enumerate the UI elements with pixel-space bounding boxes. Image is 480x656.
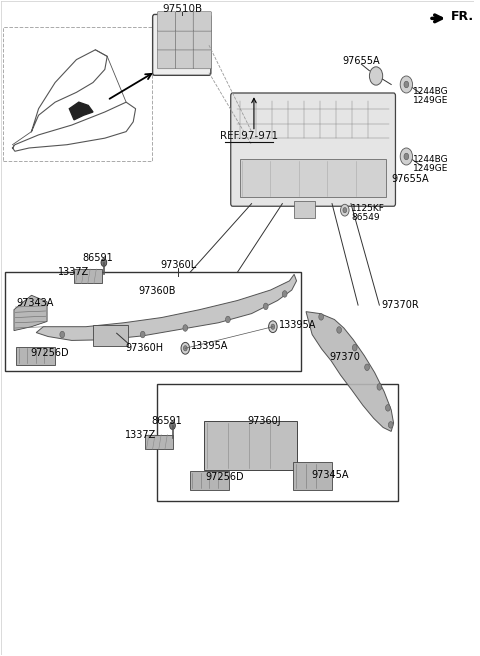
Bar: [74, 269, 102, 283]
Text: REF.97-971: REF.97-971: [220, 131, 278, 141]
Text: 1249GE: 1249GE: [413, 96, 448, 105]
Text: 97256D: 97256D: [30, 348, 69, 358]
FancyBboxPatch shape: [175, 12, 193, 31]
Text: 86591: 86591: [151, 416, 182, 426]
Bar: [145, 435, 172, 449]
Circle shape: [98, 333, 102, 340]
Circle shape: [140, 331, 145, 338]
Text: 1249GE: 1249GE: [413, 164, 448, 173]
Bar: [240, 159, 386, 197]
Bar: [93, 325, 129, 346]
FancyBboxPatch shape: [175, 49, 193, 69]
Text: 97655A: 97655A: [343, 56, 380, 66]
Text: 97345A: 97345A: [311, 470, 348, 480]
Text: 97510B: 97510B: [162, 3, 202, 14]
FancyBboxPatch shape: [157, 49, 176, 69]
Text: 86591: 86591: [83, 253, 113, 263]
Text: 1337Z: 1337Z: [125, 430, 156, 440]
Bar: [294, 201, 315, 218]
Circle shape: [183, 325, 188, 331]
Text: 1244BG: 1244BG: [413, 87, 448, 96]
Circle shape: [226, 316, 230, 323]
FancyBboxPatch shape: [193, 49, 212, 69]
Circle shape: [404, 154, 408, 160]
Circle shape: [343, 207, 347, 213]
Bar: [204, 421, 297, 470]
Circle shape: [282, 291, 287, 297]
FancyBboxPatch shape: [231, 93, 396, 206]
Circle shape: [370, 67, 383, 85]
Text: 97655A: 97655A: [391, 174, 429, 184]
Polygon shape: [36, 274, 297, 340]
Circle shape: [337, 327, 341, 333]
FancyBboxPatch shape: [175, 30, 193, 50]
Circle shape: [377, 384, 382, 390]
FancyBboxPatch shape: [157, 30, 176, 50]
Polygon shape: [306, 312, 394, 432]
Text: 97370: 97370: [330, 352, 361, 363]
Text: 86549: 86549: [351, 213, 380, 222]
Text: 13395A: 13395A: [279, 319, 316, 330]
Text: 97360J: 97360J: [248, 416, 281, 426]
Circle shape: [101, 258, 107, 266]
Circle shape: [183, 346, 187, 351]
Circle shape: [264, 303, 268, 310]
Text: 1244BG: 1244BG: [413, 155, 448, 163]
Circle shape: [365, 364, 370, 371]
Text: 1125KF: 1125KF: [351, 204, 385, 213]
Bar: [190, 472, 229, 489]
Bar: [157, 384, 398, 501]
Text: 97360L: 97360L: [160, 260, 196, 270]
Circle shape: [385, 405, 390, 411]
Text: 1337Z: 1337Z: [58, 268, 89, 277]
Circle shape: [60, 331, 65, 338]
Circle shape: [404, 81, 408, 88]
Polygon shape: [14, 295, 47, 331]
Circle shape: [340, 204, 349, 216]
Circle shape: [388, 422, 393, 428]
FancyBboxPatch shape: [193, 30, 212, 50]
FancyBboxPatch shape: [153, 14, 211, 75]
Bar: [16, 347, 55, 365]
Text: 97360B: 97360B: [138, 285, 176, 296]
Text: 97370R: 97370R: [382, 300, 420, 310]
FancyBboxPatch shape: [157, 12, 176, 31]
Circle shape: [400, 148, 412, 165]
Circle shape: [169, 422, 175, 430]
Circle shape: [181, 342, 190, 354]
Circle shape: [271, 324, 275, 329]
Text: FR.: FR.: [451, 10, 474, 23]
Text: 13395A: 13395A: [192, 341, 229, 352]
Circle shape: [319, 314, 324, 320]
Polygon shape: [69, 102, 93, 120]
Text: 97360H: 97360H: [125, 342, 163, 353]
Circle shape: [269, 321, 277, 333]
Text: 97256D: 97256D: [205, 472, 244, 482]
Text: 97343A: 97343A: [16, 298, 53, 308]
Bar: [5, 272, 301, 371]
FancyBboxPatch shape: [193, 12, 212, 31]
Circle shape: [352, 344, 357, 351]
Circle shape: [400, 76, 412, 93]
Bar: [3, 27, 152, 161]
Bar: [293, 462, 332, 489]
